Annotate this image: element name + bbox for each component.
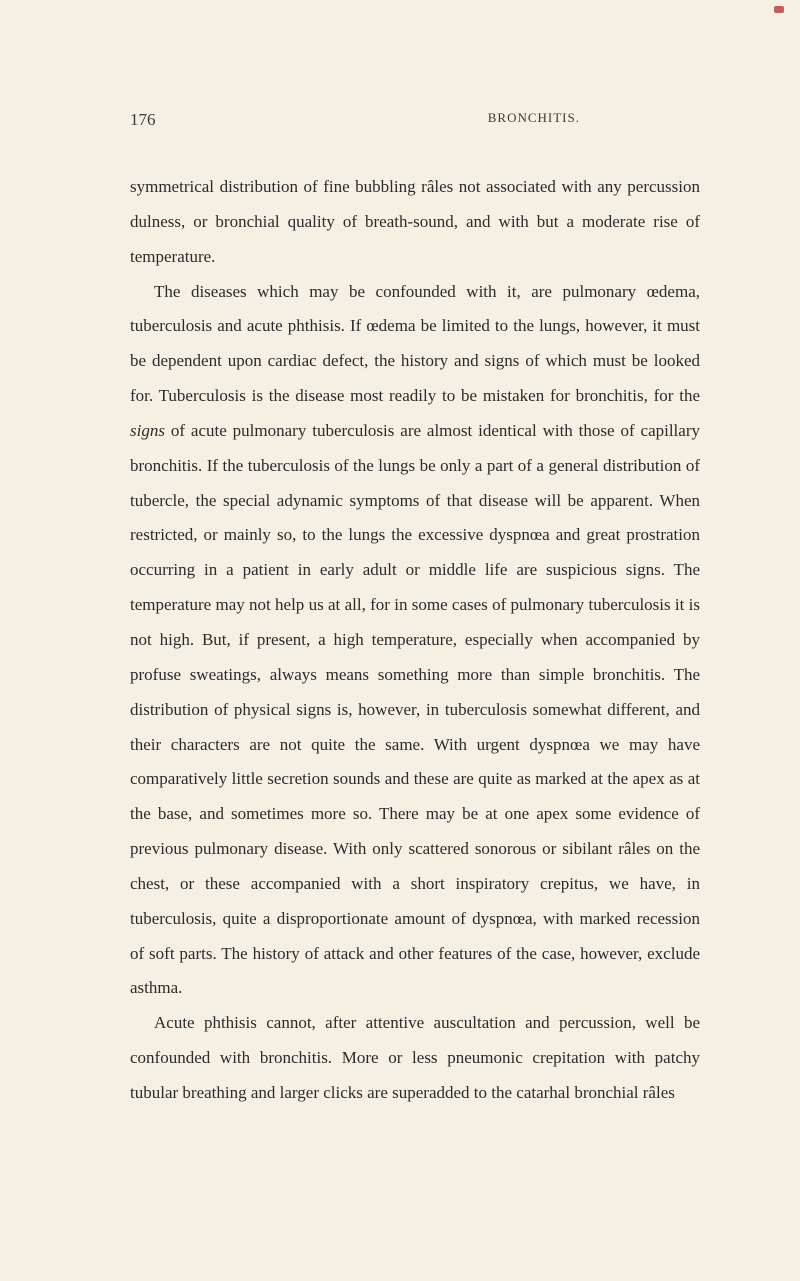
paragraph-2-text-a: The diseases which may be confounded wit… <box>130 282 700 406</box>
body-text: symmetrical distribution of fine bubblin… <box>130 170 700 1111</box>
italic-signs: signs <box>130 421 165 440</box>
paragraph-3-text: Acute phthisis cannot, after attentive a… <box>130 1013 700 1102</box>
running-title: BRONCHITIS. <box>488 110 700 130</box>
paragraph-1: symmetrical distribution of fine bubblin… <box>130 170 700 275</box>
corner-artifact <box>774 6 784 13</box>
page-number: 176 <box>130 110 156 130</box>
paragraph-1-text: symmetrical distribution of fine bubblin… <box>130 177 700 266</box>
paragraph-2: The diseases which may be confounded wit… <box>130 275 700 1007</box>
page-header: 176 BRONCHITIS. <box>130 110 700 130</box>
paragraph-3: Acute phthisis cannot, after attentive a… <box>130 1006 700 1111</box>
page-content: 176 BRONCHITIS. symmetrical distribution… <box>0 0 800 1191</box>
paragraph-2-text-b: of acute pulmonary tuberculosis are almo… <box>130 421 700 998</box>
